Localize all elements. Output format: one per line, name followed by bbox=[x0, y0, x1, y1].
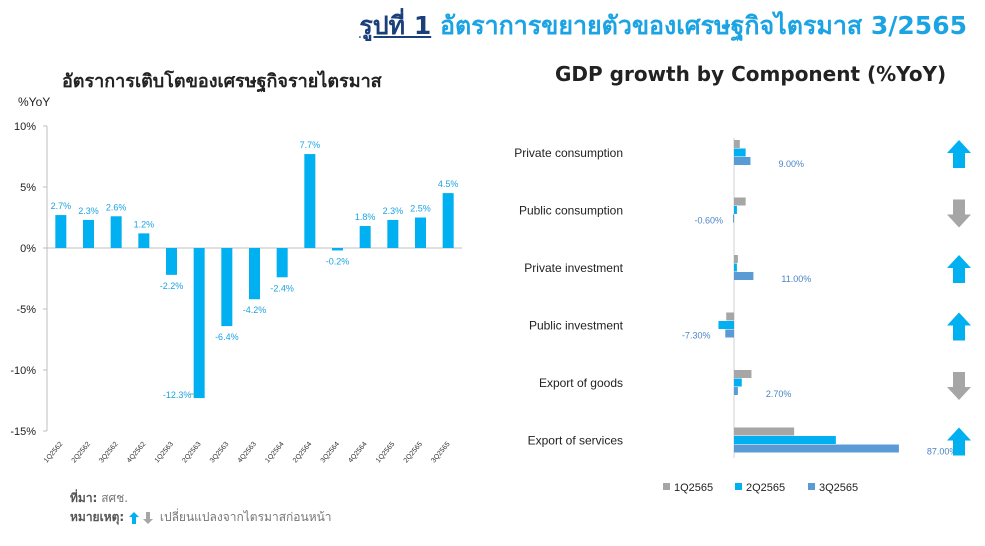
page-title: รูปที่ 1 อัตราการขยายตัวของเศรษฐกิจไตรมา… bbox=[359, 6, 967, 46]
data-label: 2.7% bbox=[51, 201, 72, 211]
bar-1Q2563 bbox=[166, 248, 177, 275]
category-label: Public investment bbox=[529, 319, 624, 333]
data-label: -4.2% bbox=[243, 305, 267, 315]
value-label: 9.00% bbox=[778, 159, 804, 169]
y-axis-label: %YoY bbox=[18, 95, 50, 109]
bar-2Q2565 bbox=[734, 206, 737, 214]
bar-2Q2565 bbox=[734, 148, 746, 157]
up-arrow-icon bbox=[947, 312, 971, 341]
bar-1Q2562 bbox=[55, 215, 67, 248]
y-tick-label: -10% bbox=[10, 365, 36, 377]
legend-swatch-1Q2565 bbox=[663, 483, 670, 490]
figure-title: อัตราการขยายตัวของเศรษฐกิจไตรมาส 3/2565 bbox=[439, 11, 967, 40]
up-arrow-icon bbox=[947, 255, 971, 283]
data-label: 2.3% bbox=[383, 206, 404, 216]
legend-label: 2Q2565 bbox=[746, 482, 785, 494]
remark-label: หมายเหตุ: bbox=[70, 510, 125, 524]
source-label: ที่มา: bbox=[70, 491, 98, 505]
data-label: 2.5% bbox=[410, 204, 431, 214]
value-label: 11.00% bbox=[781, 274, 811, 284]
figure-label: รูปที่ 1 bbox=[359, 11, 432, 40]
category-label: Private consumption bbox=[514, 146, 623, 160]
bar-2Q2565 bbox=[734, 436, 836, 444]
bar-3Q2565 bbox=[725, 329, 734, 338]
category-label: Export of goods bbox=[539, 376, 623, 390]
category-label: Private investment bbox=[524, 261, 623, 275]
data-label: -2.4% bbox=[270, 283, 294, 293]
bar-4Q2563 bbox=[249, 248, 260, 300]
bar-1Q2565 bbox=[734, 370, 752, 378]
value-label: 2.70% bbox=[766, 389, 792, 399]
up-arrow-icon bbox=[947, 427, 971, 456]
y-tick-label: 10% bbox=[14, 121, 36, 133]
data-label: 1.8% bbox=[355, 212, 376, 222]
legend-label: 3Q2565 bbox=[819, 482, 858, 494]
bar-3Q2565 bbox=[734, 444, 899, 453]
category-label: Export of services bbox=[528, 434, 623, 448]
y-tick-label: -15% bbox=[10, 426, 36, 438]
bar-2Q2565 bbox=[415, 217, 426, 248]
bar-4Q2562 bbox=[138, 233, 150, 248]
bar-2Q2564 bbox=[304, 154, 316, 248]
up-arrow-icon bbox=[947, 140, 971, 168]
source-note: ที่มา: สศช. bbox=[70, 489, 128, 508]
bar-3Q2565 bbox=[734, 387, 738, 395]
bar-1Q2565 bbox=[734, 427, 795, 436]
bar-2Q2565 bbox=[718, 321, 734, 329]
data-label: -2.2% bbox=[160, 281, 184, 291]
bar-1Q2565 bbox=[734, 197, 746, 206]
bar-3Q2563 bbox=[221, 248, 233, 327]
value-label: -7.30% bbox=[682, 331, 711, 341]
category-label: Public consumption bbox=[519, 204, 623, 218]
bar-1Q2565 bbox=[734, 255, 738, 263]
source-value: สศช. bbox=[101, 491, 129, 505]
bar-3Q2565 bbox=[442, 193, 454, 248]
bar-2Q2565 bbox=[734, 263, 737, 272]
bar-2Q2563 bbox=[193, 248, 205, 399]
up-down-arrow-icon bbox=[129, 511, 154, 524]
legend-swatch-2Q2565 bbox=[735, 483, 742, 490]
remark-value: เปลี่ยนแปลงจากไตรมาสก่อนหน้า bbox=[159, 510, 332, 524]
bar-2Q2562 bbox=[83, 219, 94, 248]
y-tick-label: -5% bbox=[16, 304, 36, 316]
data-label: -0.2% bbox=[326, 256, 350, 266]
bar-3Q2565 bbox=[734, 272, 754, 280]
data-label: 4.5% bbox=[438, 179, 459, 189]
bar-1Q2564 bbox=[276, 248, 288, 278]
data-label: 7.7% bbox=[300, 140, 321, 150]
data-label: -6.4% bbox=[215, 332, 239, 342]
data-label: 2.3% bbox=[78, 206, 99, 216]
remark-note: หมายเหตุ: เปลี่ยนแปลงจากไตรมาสก่อนหน้า bbox=[70, 508, 332, 527]
data-label: -12.3% bbox=[163, 390, 192, 400]
data-label: 2.6% bbox=[106, 202, 127, 212]
down-arrow-icon bbox=[947, 372, 971, 400]
data-label: 1.2% bbox=[134, 219, 155, 229]
y-tick-label: 5% bbox=[20, 182, 36, 194]
y-tick-label: 0% bbox=[20, 243, 36, 255]
left-chart-title: อัตราการเติบโตของเศรษฐกิจรายไตรมาส bbox=[62, 71, 382, 92]
bar-3Q2565 bbox=[734, 157, 751, 165]
right-chart-title: GDP growth by Component (%YoY) bbox=[555, 62, 947, 86]
value-label: -0.60% bbox=[695, 216, 724, 226]
bar-1Q2565 bbox=[726, 312, 734, 321]
bar-3Q2565 bbox=[733, 214, 735, 223]
bar-3Q2562 bbox=[110, 216, 122, 248]
bar-1Q2565 bbox=[387, 219, 399, 248]
bar-4Q2564 bbox=[359, 226, 371, 248]
down-arrow-icon bbox=[947, 199, 971, 228]
legend-swatch-3Q2565 bbox=[808, 483, 815, 490]
value-label: 87.00% bbox=[927, 447, 958, 457]
bar-1Q2565 bbox=[734, 140, 740, 148]
legend-label: 1Q2565 bbox=[674, 482, 713, 494]
bar-3Q2564 bbox=[332, 248, 343, 251]
bar-2Q2565 bbox=[734, 378, 742, 387]
